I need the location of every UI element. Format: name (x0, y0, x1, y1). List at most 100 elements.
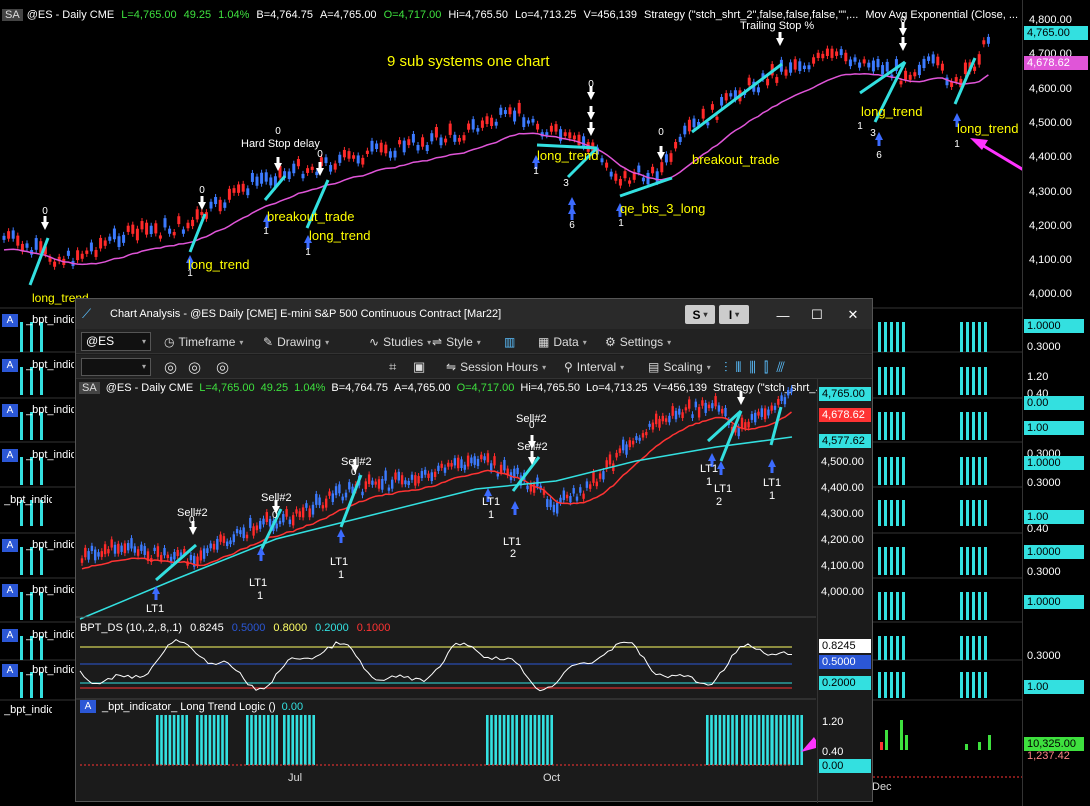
spiral-tool-2[interactable]: ◎ (188, 359, 202, 376)
logic-bar (796, 715, 799, 765)
timeframe-menu[interactable]: ◷ Timeframe ▾ (164, 332, 243, 352)
chart-analysis-window[interactable]: ⟋ Chart Analysis - @ES Daily [CME] E-min… (75, 298, 873, 803)
buy-arrow-stem (265, 222, 269, 228)
sell-arrow-icon (657, 152, 665, 160)
i-button-label: I (728, 307, 733, 322)
style-menu[interactable]: ⇌ Style ▾ (432, 332, 481, 352)
interval-menu[interactable]: ⚲ Interval ▾ (564, 357, 624, 377)
logic-tag[interactable]: A (80, 700, 96, 713)
signal-count: 0 (588, 79, 594, 90)
s-button-label: S (692, 307, 701, 322)
logic-bar (254, 715, 257, 765)
indicator-tag[interactable]: A (2, 449, 18, 462)
close-button[interactable]: ✕ (847, 307, 859, 322)
candle (103, 544, 107, 555)
indicator-bar (972, 322, 975, 352)
month-july: Jul (288, 772, 303, 784)
right-value: 1.0000 (1024, 456, 1084, 470)
signal-count: 6 (876, 150, 882, 161)
indicator-tag[interactable]: A (2, 539, 18, 552)
interval-input[interactable]: ▾ (81, 358, 151, 376)
candle (364, 481, 367, 490)
spiral-tool-3[interactable]: ◎ (216, 359, 230, 376)
minimize-button[interactable]: — (776, 307, 790, 323)
buy-arrow-icon (484, 488, 492, 496)
indicator-bar (966, 367, 969, 395)
candle (245, 534, 249, 539)
candle (135, 228, 139, 241)
candle (117, 236, 121, 247)
indicator-tag[interactable]: A (2, 404, 18, 417)
candle (298, 511, 301, 518)
candle (674, 142, 678, 149)
grid-tool[interactable]: ⌗ (389, 359, 397, 374)
studies-menu[interactable]: ∿ Studies ▾ (369, 332, 431, 352)
session-hours-menu[interactable]: ⇋ Session Hours ▾ (446, 357, 546, 377)
candle (648, 423, 651, 427)
indicator-tag[interactable]: A (2, 314, 18, 327)
candle (585, 481, 589, 488)
candle (239, 530, 242, 535)
bpt-value: 0.8000 (273, 622, 308, 634)
snapshot-tool[interactable]: ▣ (413, 359, 426, 374)
candle (365, 150, 369, 154)
right-value: 1.00 (1024, 510, 1084, 524)
s-button[interactable]: S ▾ (685, 305, 715, 324)
inner-price-plot[interactable] (76, 379, 816, 799)
i-button[interactable]: I ▾ (719, 305, 749, 324)
candle (176, 550, 179, 556)
candle (398, 140, 402, 145)
data-menu[interactable]: ▦ Data ▾ (538, 332, 587, 352)
trade-line (706, 409, 743, 443)
drawing-menu[interactable]: ✎ Drawing ▾ (263, 332, 329, 352)
signal-count: 0 (189, 515, 195, 526)
candle (802, 65, 806, 70)
sa-badge[interactable]: SA (2, 9, 23, 21)
candle (858, 62, 862, 68)
indicator-bar (966, 547, 969, 575)
sell-arrow-stem (778, 32, 782, 38)
signal-count: 3 (563, 178, 569, 189)
candle (618, 448, 622, 453)
candle (315, 171, 319, 176)
maximize-button[interactable]: ☐ (811, 307, 823, 322)
indicator-bar (960, 322, 963, 352)
info-value: V=456,139 (653, 381, 708, 394)
logic-bar (521, 715, 524, 765)
spiral-tool-1[interactable]: ◎ (164, 359, 178, 376)
indicator-bar (20, 547, 23, 575)
inner-red-ma-line (81, 411, 792, 570)
panel-toggle[interactable]: ▥ (504, 332, 515, 352)
candle (169, 556, 173, 562)
panel-icon: ▥ (504, 335, 516, 349)
inner-sa-badge[interactable]: SA (79, 381, 100, 394)
candle (193, 555, 196, 567)
candle (282, 514, 285, 523)
indicator-bar (896, 547, 899, 575)
window-title-bar[interactable]: ⟋ Chart Analysis - @ES Daily [CME] E-min… (76, 299, 872, 329)
data-label: Data (553, 335, 579, 349)
chart-type-tools[interactable]: ⫶ ⫴ ⫼ ⫿ ⫻ (724, 357, 785, 377)
candle (780, 395, 783, 402)
logic-bar (196, 715, 199, 765)
indicator-tag[interactable]: A (2, 584, 18, 597)
candle (687, 119, 691, 132)
symbol-input[interactable]: @ES ▾ (81, 332, 151, 351)
indicator-tag[interactable]: A (2, 359, 18, 372)
logic-bar (727, 715, 730, 765)
candle (223, 202, 227, 208)
sell-arrow-stem (901, 22, 905, 28)
indicator-tag[interactable]: A (2, 629, 18, 642)
scaling-menu[interactable]: ▤ Scaling ▾ (648, 357, 711, 377)
trade-line (263, 175, 287, 201)
settings-menu[interactable]: ⚙ Settings ▾ (605, 332, 671, 352)
candle (76, 250, 80, 261)
candle (480, 120, 484, 128)
indicator-bar (960, 367, 963, 395)
candle (867, 62, 871, 68)
indicator-tag[interactable]: A (2, 664, 18, 677)
indicator-bar (978, 457, 981, 485)
candle (830, 48, 834, 58)
